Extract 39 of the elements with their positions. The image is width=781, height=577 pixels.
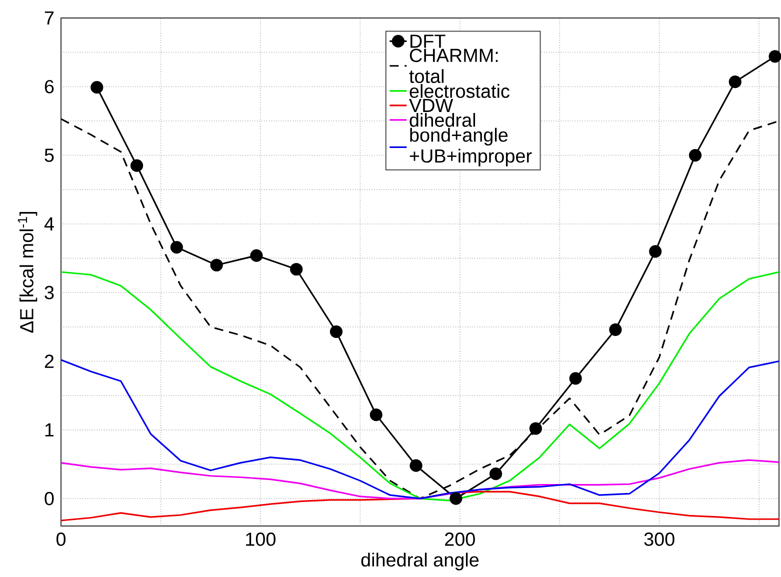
point [130, 159, 144, 172]
point [290, 263, 303, 276]
y-tick-label: 4 [44, 218, 54, 231]
legend-label: DFT [410, 34, 446, 48]
y-tick-label: 3 [44, 286, 54, 300]
y-tick-label: 2 [44, 354, 54, 368]
point [370, 408, 382, 422]
point [170, 241, 183, 254]
legend-label: VDW [409, 99, 454, 112]
y-tick-label: 6 [44, 80, 54, 94]
y-tick-label: 0 [44, 492, 54, 506]
legend-label: electrostatic [410, 84, 510, 98]
point [90, 81, 104, 94]
y-tick-label: 1 [45, 424, 54, 437]
x-tick-label: 100 [246, 532, 276, 546]
point [609, 324, 622, 336]
point [210, 258, 223, 272]
legend-label: CHARMM: total [409, 48, 498, 84]
y-tick-label: 7 [44, 12, 54, 25]
y-axis-title: ΔE [kcal mol$^{-1}$] [18, 212, 38, 333]
point [728, 76, 742, 88]
point [489, 468, 502, 480]
y-tick-label: 5 [44, 148, 54, 162]
x-tick-label: 200 [445, 532, 475, 546]
point [250, 249, 263, 262]
point [569, 372, 582, 385]
point [688, 149, 702, 162]
point [330, 326, 343, 338]
legend-label: dihedral [410, 113, 476, 128]
point [450, 492, 462, 505]
x-tick-label: 300 [644, 532, 674, 546]
point [649, 245, 662, 258]
line-series [61, 491, 779, 522]
x-axis-title: dihedral angle [361, 552, 479, 571]
legend-label: bond+angle +UB+improper [410, 128, 532, 167]
point [529, 422, 542, 435]
x-tick-label: 0 [56, 532, 66, 546]
point [410, 459, 422, 472]
point [768, 50, 781, 63]
